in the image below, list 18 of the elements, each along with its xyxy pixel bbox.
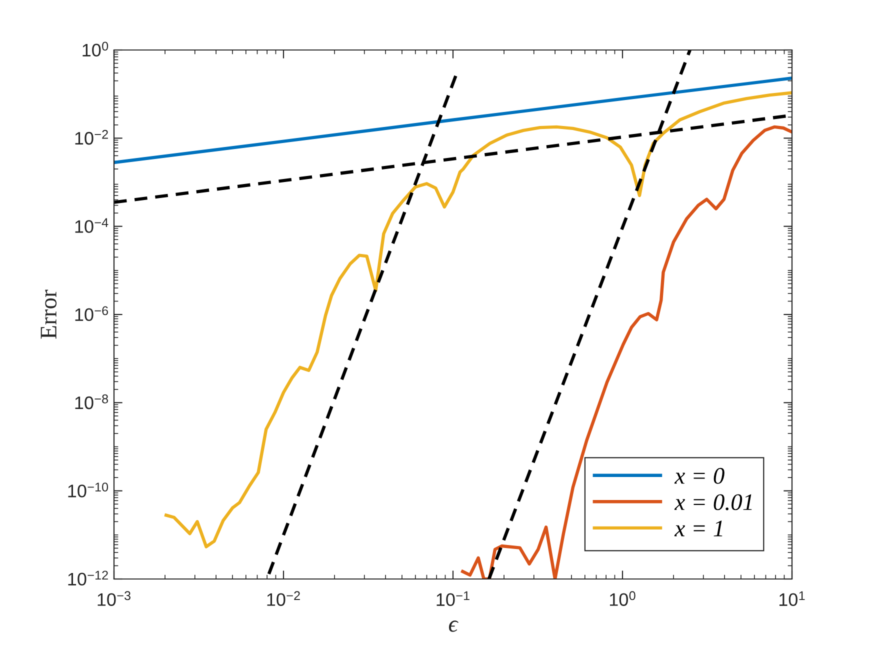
x-tick-label: 10$^{−1}$ — [436, 591, 470, 606]
x-tick-label: 10$^{−3}$ — [98, 591, 130, 606]
y-tick-label: 10$^{−4}$ — [75, 218, 108, 233]
line-series — [114, 76, 792, 164]
x-tick-label: 10$^{1}$ — [779, 591, 805, 606]
x-tick-label: 10$^{0}$ — [610, 591, 636, 606]
y-tick-label: 10$^{−8}$ — [75, 394, 108, 410]
y-tick-label: 10$^{−2}$ — [75, 130, 108, 145]
x-tick-label: 10$^{−2}$ — [267, 591, 300, 606]
legend-label: x = 0 — [674, 468, 724, 484]
legend-label: x = 0.01 — [674, 494, 752, 510]
y-tick-label: 10$^{−12}$ — [68, 570, 108, 586]
y-axis-title: Error — [40, 290, 57, 339]
x-axis-title: ϵ — [448, 620, 459, 632]
y-tick-label: 10$^{0}$ — [82, 42, 108, 57]
y-tick-label: 10$^{−10}$ — [68, 482, 108, 498]
legend-label: x = 1 — [674, 520, 722, 536]
y-tick-label: 10$^{−6}$ — [75, 306, 108, 322]
